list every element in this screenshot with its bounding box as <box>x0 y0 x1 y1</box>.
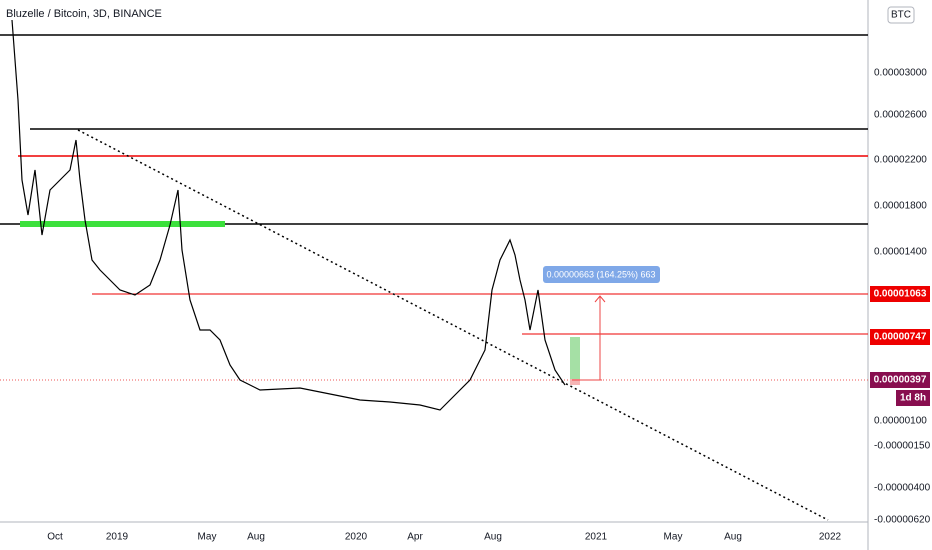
price-axis-label: 0.00002600 <box>874 110 927 121</box>
price-tag-label: 1d 8h <box>900 393 926 404</box>
measure-label-box <box>543 266 660 283</box>
stop-box <box>570 379 580 385</box>
trend-line <box>77 129 829 521</box>
price-tag <box>896 390 930 406</box>
price-line <box>11 19 566 411</box>
price-tag <box>870 372 930 388</box>
currency-badge-label[interactable]: BTC <box>891 10 911 21</box>
price-tag-label: 0.00000397 <box>874 375 927 386</box>
time-axis-label: Oct <box>47 532 63 543</box>
price-tag <box>870 329 930 345</box>
time-axis-label: Apr <box>407 532 423 543</box>
time-axis-label: 2019 <box>106 532 129 543</box>
time-axis-label: 2020 <box>345 532 368 543</box>
target-box <box>570 337 580 379</box>
price-axis-label: 0.00000100 <box>874 416 927 427</box>
time-axis-label: May <box>198 532 217 543</box>
price-tag-label: 0.00001063 <box>874 289 927 300</box>
price-axis-label: -0.00000150 <box>874 441 931 452</box>
price-axis-label: 0.00003000 <box>874 68 927 79</box>
price-axis-label: 0.00001400 <box>874 247 927 258</box>
time-axis-label: May <box>664 532 683 543</box>
price-axis-label: -0.00000620 <box>874 515 931 526</box>
price-tag-label: 0.00000747 <box>874 332 927 343</box>
price-axis-label: 0.00001800 <box>874 201 927 212</box>
time-axis-label: Aug <box>724 532 742 543</box>
chart-title: Bluzelle / Bitcoin, 3D, BINANCE <box>6 8 162 20</box>
time-axis-label: Aug <box>247 532 265 543</box>
measure-label: 0.00000663 (164.25%) 663 <box>546 269 655 279</box>
price-tag <box>870 286 930 302</box>
time-axis-label: 2022 <box>819 532 842 543</box>
price-axis-label: 0.00002200 <box>874 155 927 166</box>
time-axis-label: 2021 <box>585 532 608 543</box>
price-axis-label: -0.00000400 <box>874 483 931 494</box>
measure-arrowhead <box>594 295 606 303</box>
support-zone <box>20 221 225 227</box>
time-axis-label: Aug <box>484 532 502 543</box>
currency-badge[interactable] <box>887 6 915 24</box>
